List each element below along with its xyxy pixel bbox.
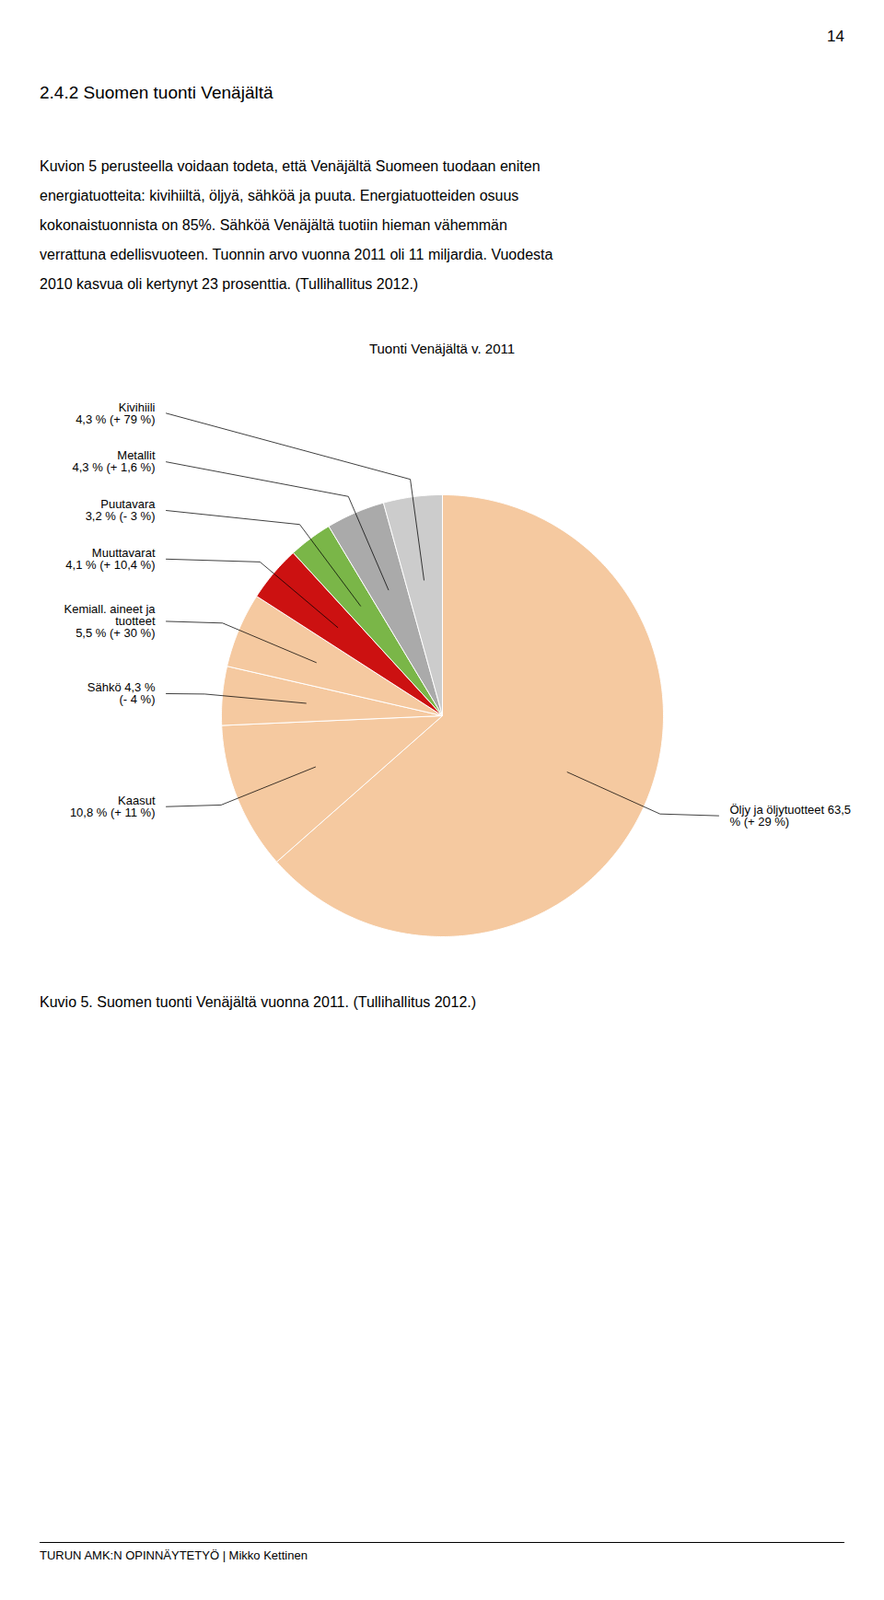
html-text:Kuvio 5. Suomen tuonti Venäjäl: Kuvio 5. Suomen tuonti Venäjältä vuonna … — [39, 994, 477, 1011]
html-text:14: 14 — [827, 27, 845, 46]
svg-text:Kaasut10,8 % (+ 11 %): Kaasut10,8 % (+ 11 %) — [69, 793, 156, 820]
svg-text:Puutavara3,2 % (- 3 %): Puutavara3,2 % (- 3 %) — [85, 497, 157, 524]
html-text:2010 kasvua oli kertynyt 23 pr: 2010 kasvua oli kertynyt 23 prosenttia. … — [39, 276, 419, 292]
html-text:kokonaistuonnista on 85%. Sähk: kokonaistuonnista on 85%. Sähköä Venäjäl… — [39, 217, 508, 233]
svg-text:Muuttavarat4,1 % (+ 10,4 %): Muuttavarat4,1 % (+ 10,4 %) — [65, 546, 156, 572]
html-text:TURUN AMK:N OPINNÄYTETYÖ | Mik: TURUN AMK:N OPINNÄYTETYÖ | Mikko Kettine… — [39, 1548, 308, 1563]
svg-text:Kivihiili4,3 % (+ 79 %): Kivihiili4,3 % (+ 79 %) — [75, 400, 155, 427]
svg-text:Sähkö 4,3 %(- 4 %): Sähkö 4,3 %(- 4 %) — [87, 680, 156, 707]
svg-text:Kemiall. aineet jatuotteet5,5: Kemiall. aineet jatuotteet5,5 % (+ 30 %) — [64, 602, 157, 640]
html-text:Tuonti Venäjältä v. 2011: Tuonti Venäjältä v. 2011 — [369, 340, 515, 357]
html-text:energiatuotteita: kivihiiltä,: energiatuotteita: kivihiiltä, öljyä, säh… — [39, 187, 519, 204]
svg-text:Öljy ja öljytuotteet 63,5% (+: Öljy ja öljytuotteet 63,5% (+ 29 %) — [730, 802, 852, 829]
html-text:verrattuna edellisvuoteen. Tuo: verrattuna edellisvuoteen. Tuonnin arvo … — [39, 246, 553, 263]
svg-text:Metallit4,3 % (+ 1,6 %): Metallit4,3 % (+ 1,6 %) — [72, 448, 156, 475]
html-text:Kuvion 5 perusteella voidaan t: Kuvion 5 perusteella voidaan todeta, ett… — [39, 158, 541, 175]
html-text:2.4.2 Suomen tuonti Venäjältä: 2.4.2 Suomen tuonti Venäjältä — [39, 82, 274, 103]
